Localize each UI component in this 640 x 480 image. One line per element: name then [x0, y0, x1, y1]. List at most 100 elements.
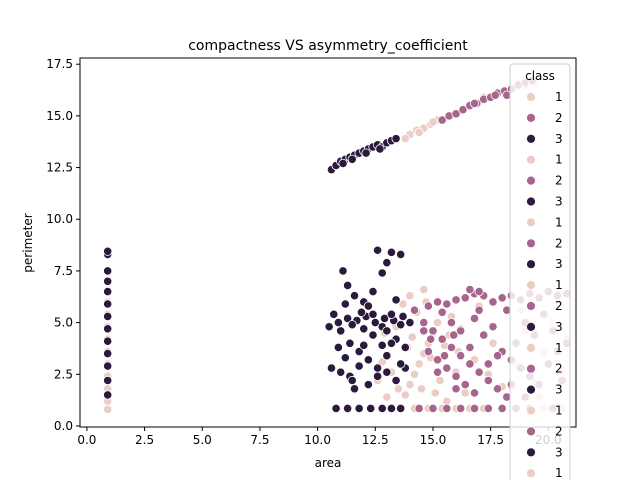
data-point-class-3-33 — [343, 403, 353, 413]
data-point-class-2-88 — [451, 384, 461, 394]
data-point-class-2-53 — [474, 367, 484, 377]
x-tick-label-1: 2.5 — [135, 433, 154, 447]
legend-label-15: 1 — [555, 404, 563, 418]
legend-box — [509, 63, 571, 480]
legend-marker-0 — [526, 92, 536, 102]
data-point-class-3-75 — [372, 363, 383, 373]
data-point-class-3-34 — [354, 403, 364, 413]
legend-label-6: 1 — [555, 215, 563, 229]
data-point-class-3-37 — [386, 403, 397, 413]
data-point-class-3-36 — [377, 403, 387, 413]
data-point-class-3-59 — [338, 266, 348, 276]
data-point-class-3-65 — [372, 245, 383, 255]
legend-marker-18 — [526, 468, 536, 479]
plot-frame — [79, 57, 577, 428]
legend-label-13: 2 — [555, 362, 563, 376]
data-point-class-2-60 — [451, 371, 461, 381]
data-point-class-2-80 — [439, 351, 450, 361]
data-point-class-3-91 — [359, 340, 369, 350]
legend-marker-1 — [526, 113, 536, 123]
y-tick-label-0: 0.0 — [54, 419, 73, 433]
legend-label-17: 3 — [555, 445, 563, 459]
data-point-class-2-46 — [437, 307, 447, 317]
y-tick-label-4: 10.0 — [46, 212, 73, 226]
data-point-class-3-52 — [368, 309, 378, 319]
legend-label-1: 2 — [555, 111, 563, 125]
legend-label-5: 3 — [555, 195, 563, 209]
data-point-class-2-36 — [497, 293, 507, 303]
data-point-class-3-44 — [370, 318, 380, 328]
legend-marker-5 — [526, 196, 536, 207]
legend-marker-2 — [526, 133, 536, 144]
data-point-class-2-47 — [419, 318, 429, 328]
data-point-class-1-79 — [398, 299, 408, 309]
legend-label-11: 3 — [555, 320, 563, 334]
data-point-class-2-63 — [479, 330, 489, 340]
y-tick-label-5: 12.5 — [46, 161, 73, 175]
data-point-class-1-15 — [400, 134, 410, 144]
data-point-class-3-26 — [103, 299, 113, 309]
data-point-class-3-93 — [333, 342, 343, 353]
data-point-class-2-44 — [465, 284, 475, 295]
legend-label-0: 1 — [555, 90, 563, 104]
legend-title: class — [525, 69, 555, 83]
data-point-class-3-18 — [375, 144, 385, 154]
x-tick-label-3: 7.5 — [250, 433, 269, 447]
legend-label-7: 2 — [555, 236, 563, 250]
legend-marker-16 — [526, 426, 536, 437]
y-tick-label-3: 7.5 — [54, 264, 73, 278]
data-point-class-2-0 — [437, 115, 447, 125]
data-point-class-2-48 — [428, 326, 438, 336]
legend-label-8: 3 — [555, 257, 563, 271]
data-point-class-3-54 — [386, 309, 397, 319]
data-point-class-2-17 — [414, 403, 424, 413]
data-point-class-3-66 — [386, 247, 397, 257]
data-point-class-1-50 — [419, 284, 429, 295]
data-point-class-2-94 — [449, 330, 459, 340]
data-point-class-2-49 — [437, 334, 447, 344]
legend-marker-9 — [526, 280, 536, 291]
data-point-class-3-40 — [333, 318, 343, 328]
data-point-class-3-15 — [338, 158, 348, 169]
data-point-class-1-51 — [393, 384, 403, 394]
data-point-class-3-55 — [396, 320, 406, 330]
data-point-class-1-58 — [488, 338, 498, 348]
x-tick-label-6: 15.0 — [420, 433, 447, 447]
data-point-class-3-79 — [326, 363, 337, 373]
data-point-class-2-57 — [423, 346, 433, 357]
plot-area-background — [80, 58, 576, 427]
data-point-class-3-71 — [391, 295, 401, 305]
x-tick-label-4: 10.0 — [304, 433, 331, 447]
data-point-class-2-64 — [488, 322, 498, 332]
legend-label-3: 1 — [555, 153, 563, 167]
data-point-class-3-68 — [382, 258, 392, 268]
data-point-class-2-77 — [456, 326, 466, 336]
y-tick-label-2: 5.0 — [54, 316, 73, 330]
data-point-class-3-47 — [398, 311, 408, 321]
legend-marker-10 — [526, 301, 536, 311]
data-point-class-2-51 — [456, 351, 466, 361]
legend: class 1 2 3 1 2 3 1 2 3 1 2 3 1 2 3 1 2 3 1 — [509, 63, 571, 480]
x-axis-ticks: 0.02.55.07.510.012.515.017.520.0 — [77, 427, 562, 447]
data-point-class-3-41 — [343, 313, 353, 324]
data-point-class-2-2 — [451, 109, 461, 119]
data-point-class-1-0 — [103, 404, 113, 415]
data-point-class-3-70 — [363, 301, 373, 311]
data-point-class-2-54 — [483, 375, 493, 386]
data-point-class-3-73 — [354, 346, 364, 357]
legend-marker-17 — [526, 447, 536, 458]
legend-label-10: 2 — [555, 299, 563, 313]
legend-marker-3 — [526, 154, 536, 165]
data-point-class-1-43 — [435, 375, 445, 386]
x-tick-label-2: 5.0 — [193, 433, 212, 447]
data-point-class-1-31 — [400, 390, 410, 400]
data-point-class-3-56 — [329, 309, 339, 319]
data-point-class-3-94 — [396, 359, 406, 369]
data-point-class-1-38 — [432, 318, 443, 328]
legend-label-4: 2 — [555, 174, 563, 188]
data-point-class-1-33 — [409, 369, 420, 379]
data-point-class-1-46 — [407, 332, 417, 342]
data-point-class-3-76 — [382, 351, 392, 361]
legend-marker-8 — [526, 259, 536, 270]
data-point-class-1-16 — [414, 127, 424, 138]
